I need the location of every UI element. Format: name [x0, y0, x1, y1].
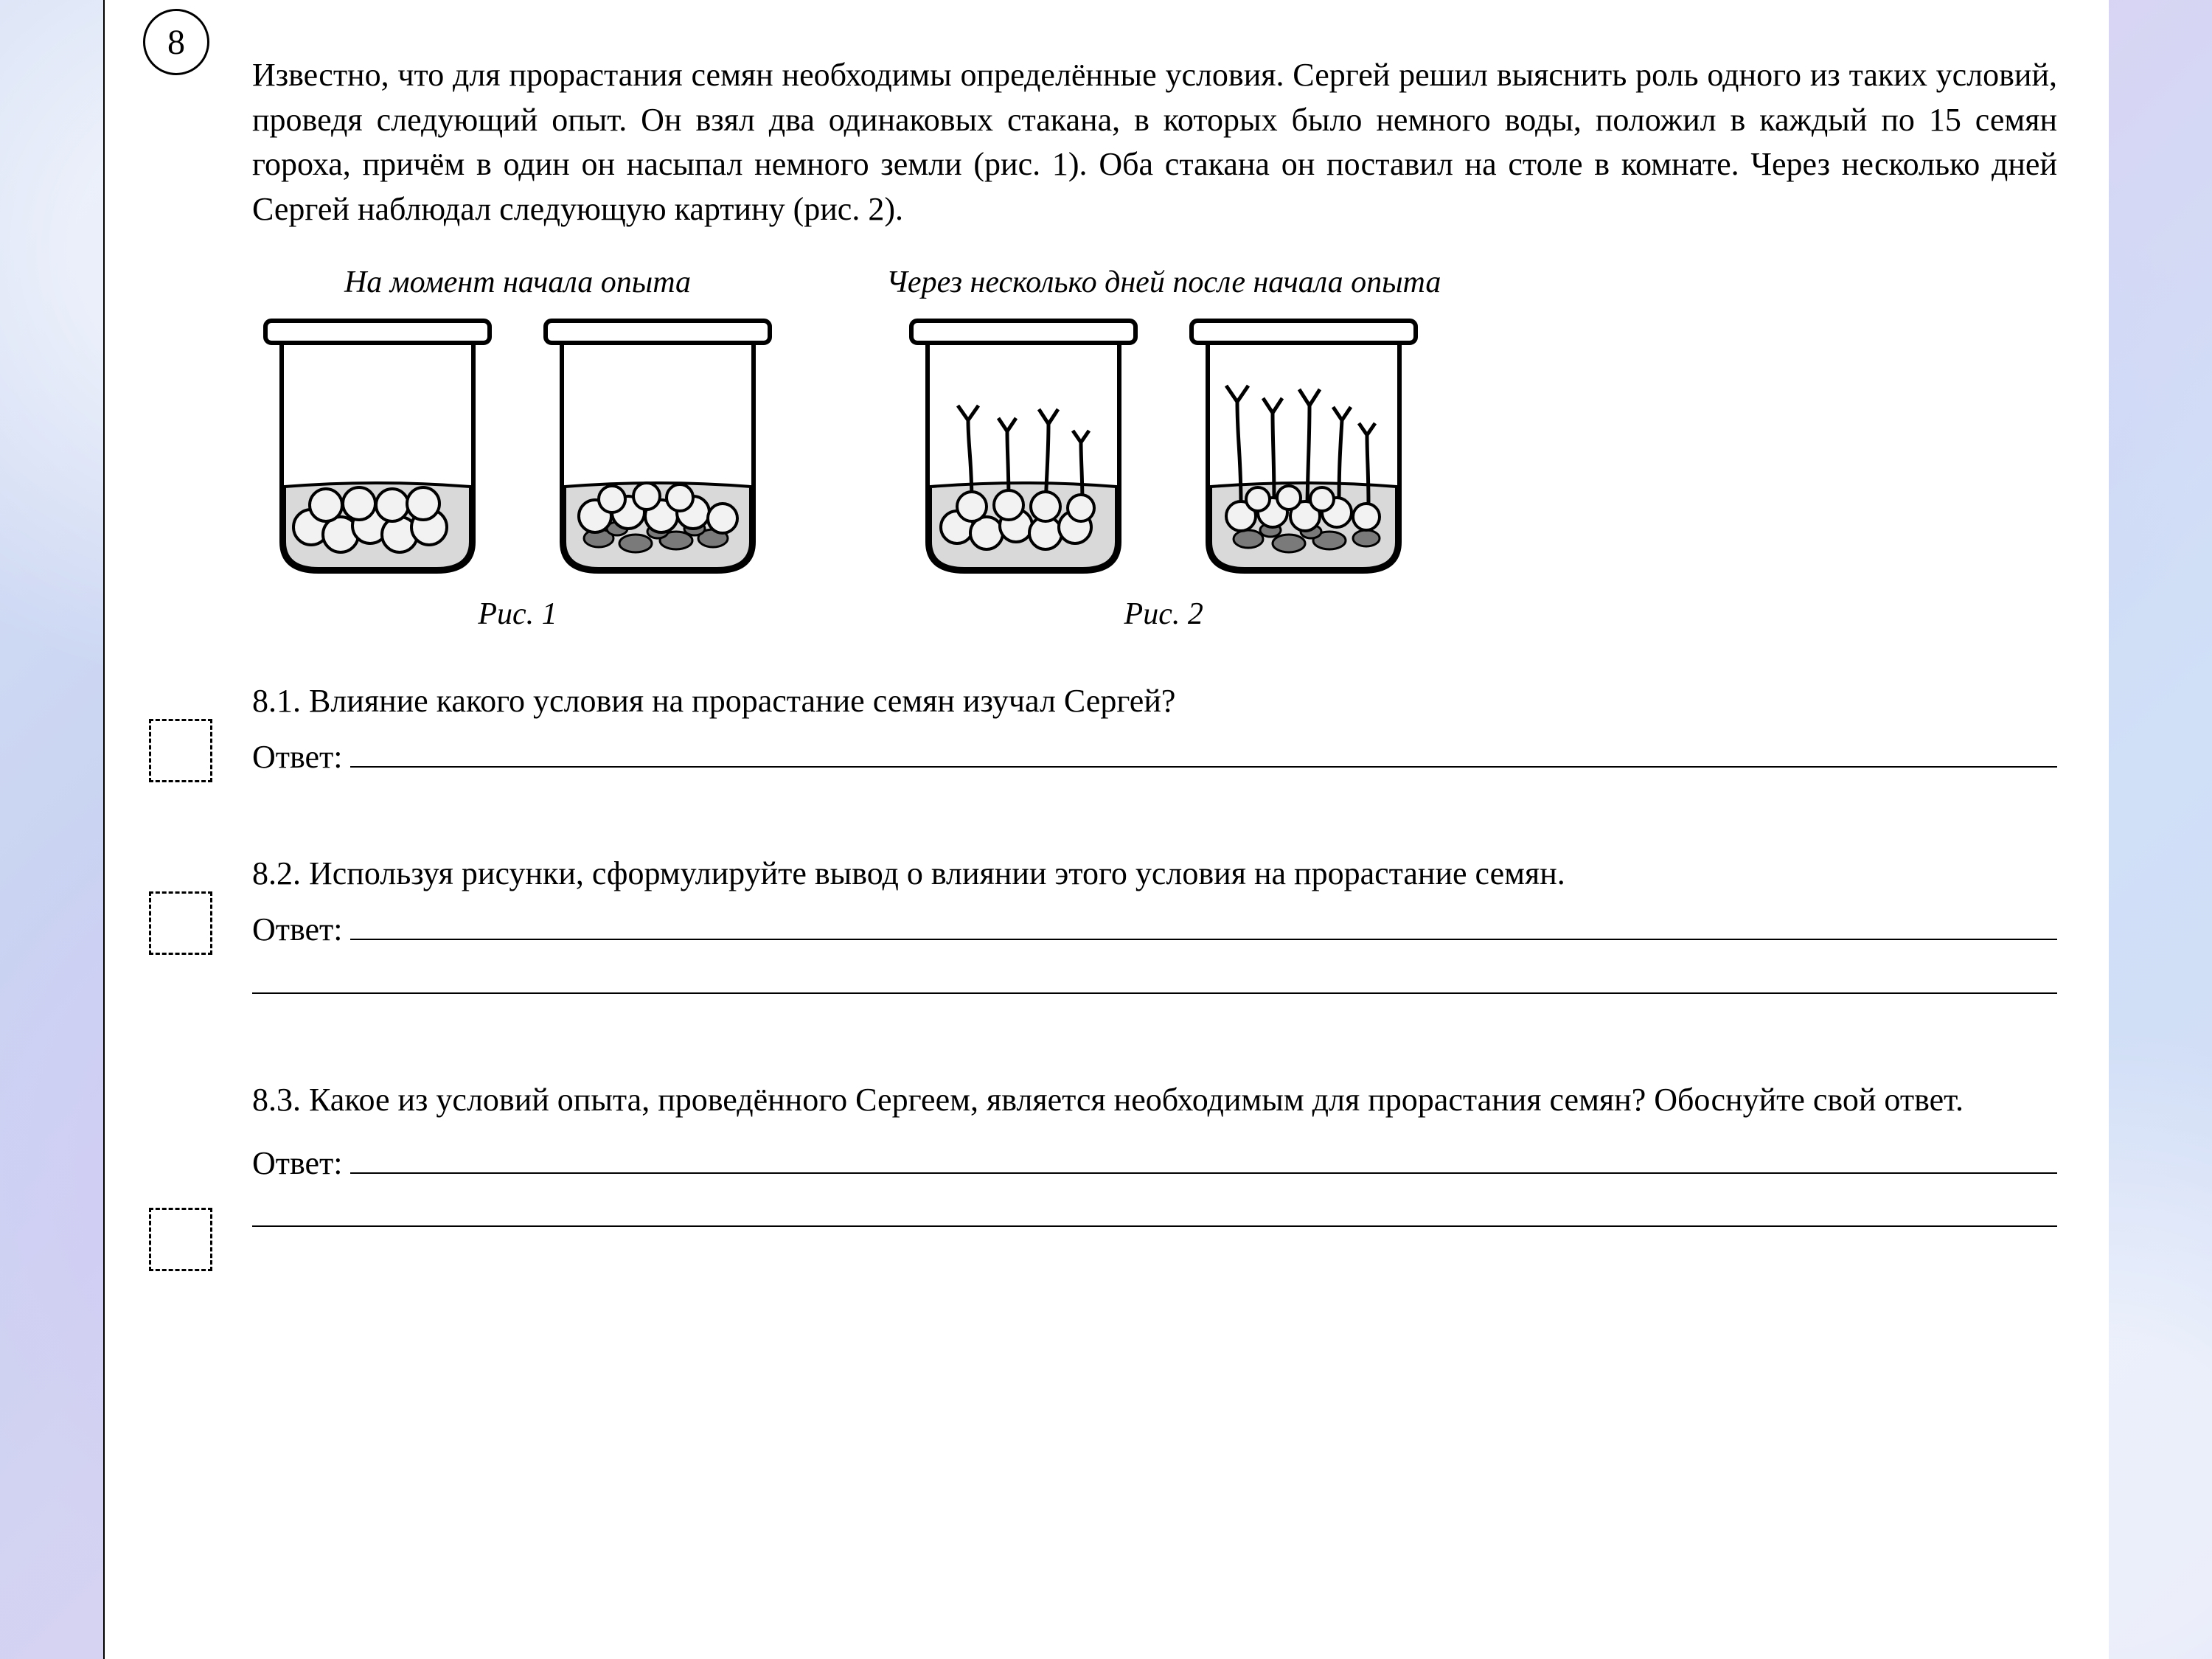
question-number-badge: 8 — [143, 9, 209, 75]
answer-row-8-3: Ответ: — [252, 1138, 2057, 1189]
answer-line[interactable] — [350, 908, 2057, 941]
score-checkbox-8-2[interactable] — [149, 891, 212, 955]
figure-1-cups — [252, 313, 783, 579]
worksheet-page: 8 Известно, что для прорастания семян не… — [103, 0, 2109, 1659]
answer-line[interactable] — [350, 1141, 2057, 1174]
answer-line-extra[interactable] — [252, 1224, 2057, 1227]
figures-row: На момент начала опыта — [252, 265, 2057, 632]
answer-line[interactable] — [350, 735, 2057, 768]
figure-2-cups — [898, 313, 1429, 579]
score-checkbox-8-3[interactable] — [149, 1208, 212, 1271]
answer-row-8-1: Ответ: — [252, 732, 2057, 782]
figure-2-top-caption: Через несколько дней после начала опыта — [886, 265, 1441, 300]
cup-end-no-soil — [898, 313, 1149, 579]
subquestion-8-3: 8.3. Какое из условий опыта, проведённог… — [252, 1075, 2057, 1227]
figure-1-top-caption: На момент начала опыта — [344, 265, 691, 300]
subquestion-8-2-text: 8.2. Используя рисунки, сформулируйте вы… — [252, 849, 2057, 899]
cup-end-with-soil — [1178, 313, 1429, 579]
answer-label: Ответ: — [252, 732, 343, 782]
figure-2-column: Через несколько дней после начала опыта — [886, 265, 1441, 632]
cup-start-no-soil — [252, 313, 503, 579]
answer-line-extra[interactable] — [252, 991, 2057, 994]
figure-2-bottom-caption: Рис. 2 — [1124, 597, 1203, 632]
score-checkbox-8-1[interactable] — [149, 719, 212, 782]
subquestion-8-1-text: 8.1. Влияние какого условия на прорастан… — [252, 676, 2057, 726]
answer-row-8-2: Ответ: — [252, 905, 2057, 955]
answer-label: Ответ: — [252, 905, 343, 955]
figure-1-column: На момент начала опыта — [252, 265, 783, 632]
question-intro-text: Известно, что для прорастания семян необ… — [252, 53, 2057, 232]
subquestion-8-2: 8.2. Используя рисунки, сформулируйте вы… — [252, 849, 2057, 993]
subquestion-8-1: 8.1. Влияние какого условия на прорастан… — [252, 676, 2057, 782]
cup-start-with-soil — [532, 313, 783, 579]
figure-1-bottom-caption: Рис. 1 — [478, 597, 557, 632]
answer-label: Ответ: — [252, 1138, 343, 1189]
subquestion-8-3-text: 8.3. Какое из условий опыта, проведённог… — [252, 1075, 2057, 1125]
question-number: 8 — [167, 22, 185, 63]
